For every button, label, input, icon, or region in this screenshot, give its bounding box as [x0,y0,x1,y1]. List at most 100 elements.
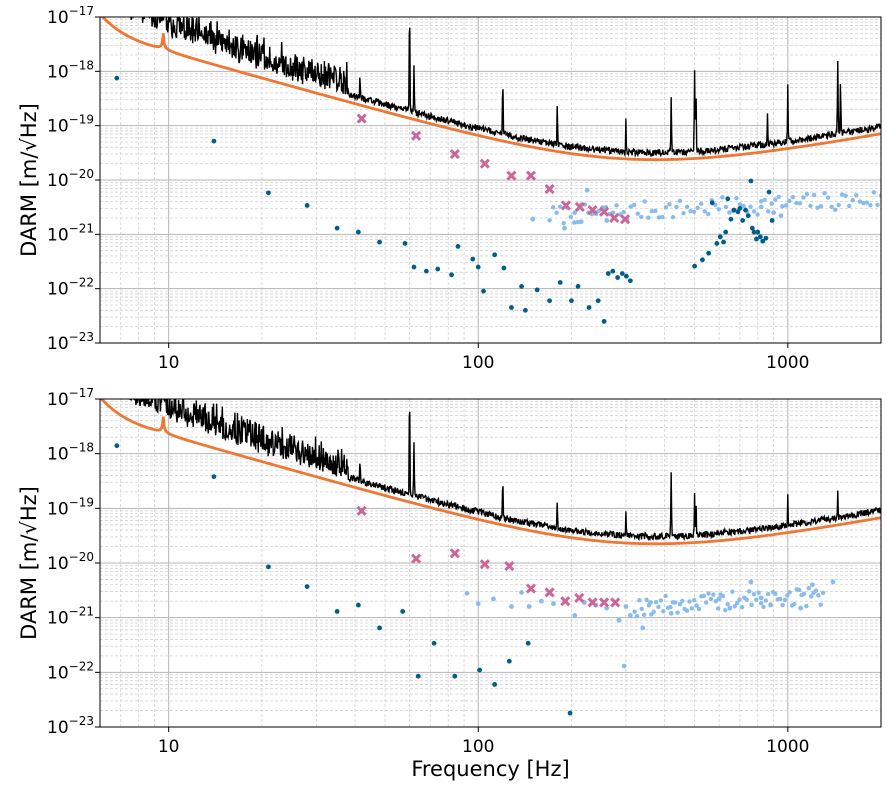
data-point [757,234,763,240]
band-point [765,209,771,214]
data-point [640,625,646,631]
data-point [749,225,755,231]
y-tick-label: 10−20 [47,550,94,574]
data-point [569,298,574,304]
band-point [763,598,769,603]
upper-limit-marker [479,158,490,169]
band-point [822,191,827,196]
band-point [777,596,783,602]
data-point [464,590,470,596]
data-point [769,218,775,223]
data-point [431,640,437,646]
band-point [691,209,697,214]
band-point [684,204,690,210]
y-tick-label: 10−22 [47,276,94,300]
band-point [711,592,716,597]
data-point [709,200,715,206]
data-point [334,225,340,231]
y-tick-label: 10−18 [47,441,94,465]
band-point [550,205,556,210]
band-point [634,613,640,619]
data-point [700,257,705,263]
band-point [797,201,803,206]
upper-limit-marker [525,583,537,594]
band-point [641,612,647,618]
data-point [575,284,581,289]
data-point [648,600,653,605]
data-point [477,667,482,673]
band-point [748,204,753,209]
x-tick-label: 1000 [766,353,809,373]
data-point [519,589,524,595]
data-point [455,243,461,249]
data-point [760,238,766,244]
data-point [470,256,476,262]
data-point [452,673,458,679]
band-point [811,192,817,198]
band-point [572,220,577,225]
data-point [616,617,622,623]
band-point [734,195,739,201]
plot-area [100,17,881,324]
band-point [698,201,704,207]
band-point [696,606,702,612]
bottom-panel: 10 100 1000 10−23 10−22 10−21 10−20 10−19 10−18 1… [17,386,882,781]
band-point [708,596,714,602]
band-point [836,202,841,208]
upper-limit-marker [599,597,610,608]
data-point [506,658,512,664]
band-point [735,600,740,606]
data-point [377,239,382,245]
band-point [639,606,644,611]
data-point [692,263,698,269]
band-point [825,195,831,200]
band-point [758,199,764,204]
band-point [656,215,662,220]
data-point [567,710,573,716]
y-tick-label: 10−22 [47,659,94,683]
data-point [415,673,421,679]
band-point [554,210,559,216]
data-point [668,610,674,616]
band-point [706,591,711,596]
band-point [808,203,813,209]
data-point [601,318,607,324]
upper-limit-marker [574,592,585,603]
band-point [773,591,778,597]
band-point [801,591,807,596]
data-point [572,210,578,216]
band-point [739,605,745,610]
band-point [782,597,788,602]
band-point [557,204,563,209]
band-point [706,211,711,217]
upper-limit-marker [356,505,367,516]
band-point [773,197,778,202]
data-point [584,187,590,193]
x-tick-label: 1000 [766,737,809,757]
band-point [737,597,742,602]
data-point [355,602,361,608]
data-point [745,213,751,219]
data-point [491,596,496,602]
y-tick-label: 10−19 [47,495,94,519]
data-point [763,235,769,241]
y-tick-label: 10−23 [47,330,94,354]
data-point [627,278,633,284]
band-point [850,198,855,203]
band-point [861,200,866,206]
upper-limit-marker [609,212,620,224]
band-point [646,215,651,220]
band-point [656,604,661,610]
y-tick-label: 10−23 [47,714,94,738]
band-point [723,204,729,210]
band-point [769,201,774,206]
upper-limit-marker [560,596,571,607]
band-point [727,210,732,215]
data-point [721,239,726,245]
data-point [572,613,578,618]
band-point [677,198,683,203]
band-point [864,200,870,205]
plot-area [100,399,881,716]
data-point [475,264,481,270]
